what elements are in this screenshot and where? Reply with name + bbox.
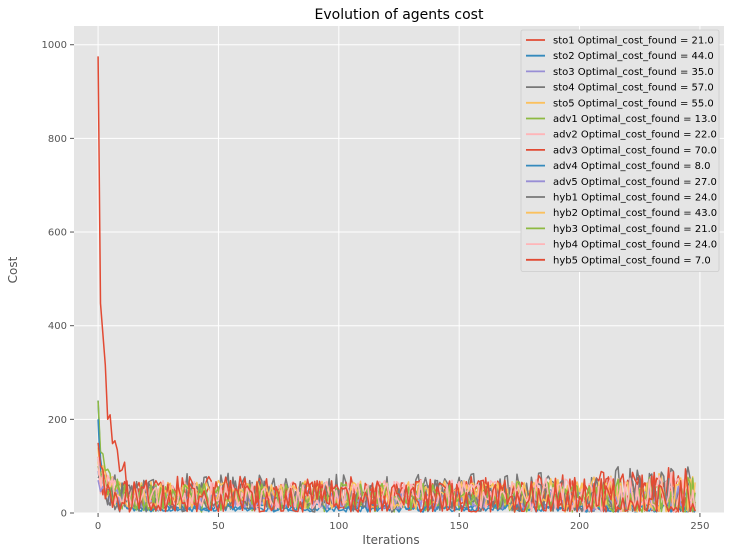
legend-entry: hyb4 Optimal_cost_found = 24.0 [553,240,717,251]
legend-entry: sto3 Optimal_cost_found = 35.0 [553,67,714,78]
y-tick-label: 800 [48,134,67,145]
legend-entry: hyb2 Optimal_cost_found = 43.0 [553,208,717,219]
x-tick-label: 150 [450,521,469,532]
y-tick-label: 0 [61,509,67,520]
x-tick-label: 200 [570,521,589,532]
y-tick-label: 200 [48,415,67,426]
x-tick-label: 0 [95,521,101,532]
legend-entry: hyb3 Optimal_cost_found = 21.0 [553,224,717,235]
legend-box [520,29,720,272]
x-tick-label: 250 [690,521,709,532]
y-tick-label: 600 [48,228,67,239]
series-line [97,471,696,513]
legend-entry: sto4 Optimal_cost_found = 57.0 [553,83,714,94]
legend-entry: adv5 Optimal_cost_found = 27.0 [553,177,717,188]
y-axis-label: Cost [6,256,20,283]
legend-entry: hyb5 Optimal_cost_found = 7.0 [553,255,711,266]
legend: sto1 Optimal_cost_found = 21.0 sto2 Optim… [520,29,720,272]
chart-title: Evolution of agents cost [315,7,484,23]
x-tick-label: 50 [212,521,225,532]
y-tick-label: 400 [48,321,67,332]
legend-entry: sto2 Optimal_cost_found = 44.0 [553,51,714,62]
axis-ticks: 0 50 100 150 200 250 0 200 400 600 800 1000 [42,40,710,532]
legend-entry: adv1 Optimal_cost_found = 13.0 [553,114,717,125]
legend-entry: adv4 Optimal_cost_found = 8.0 [553,161,711,172]
legend-entry: adv3 Optimal_cost_found = 70.0 [553,145,717,156]
series-line [97,442,696,513]
series-lines [97,56,696,513]
legend-entry: sto1 Optimal_cost_found = 21.0 [553,36,714,47]
x-axis-label: Iterations [362,533,419,547]
legend-entry: adv2 Optimal_cost_found = 22.0 [553,130,717,141]
legend-entry: sto5 Optimal_cost_found = 55.0 [553,98,714,109]
legend-entry: hyb1 Optimal_cost_found = 24.0 [553,193,717,204]
x-tick-label: 100 [329,521,348,532]
y-tick-label: 1000 [42,40,67,51]
